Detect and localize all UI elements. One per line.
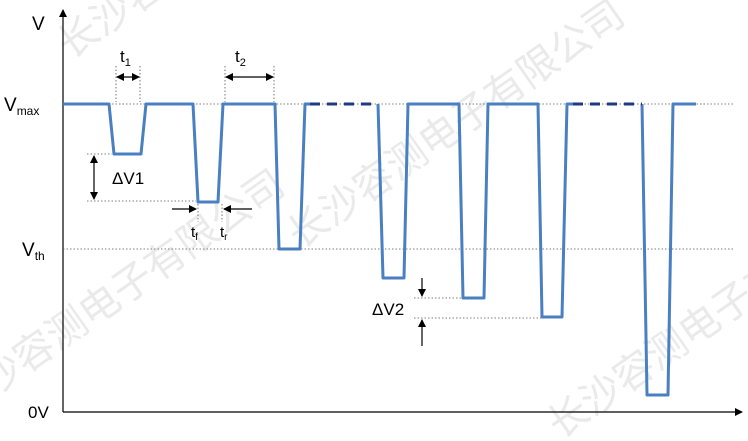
y-axis-label: V xyxy=(32,14,45,35)
t1-label: t1 xyxy=(120,47,131,69)
watermark-text-2: 长沙容测电子有限公司 xyxy=(279,0,633,258)
waveform-segment-3 xyxy=(640,102,696,397)
waveform-segment-2 xyxy=(376,102,573,319)
dv1-annotation: ΔV1 xyxy=(87,153,196,202)
t2-annotation: t2 xyxy=(224,47,275,102)
tf-tr-annotation: tf tr xyxy=(172,204,252,243)
tr-label: tr xyxy=(220,224,228,243)
waveform xyxy=(63,102,696,397)
vmax-label: Vmax xyxy=(4,95,39,118)
dv2-label: ΔV2 xyxy=(372,300,404,319)
dv2-annotation: ΔV2 xyxy=(372,278,541,346)
t2-label: t2 xyxy=(235,47,246,69)
tf-label: tf xyxy=(191,224,198,243)
dv1-label: ΔV1 xyxy=(112,169,144,188)
vth-label: Vth xyxy=(22,240,45,263)
t1-annotation: t1 xyxy=(115,47,141,102)
watermark-text-1: 长沙容测电子有限公司 xyxy=(49,0,403,68)
zero-volt-label: 0V xyxy=(28,403,49,422)
waveform-segment-1 xyxy=(63,102,310,251)
